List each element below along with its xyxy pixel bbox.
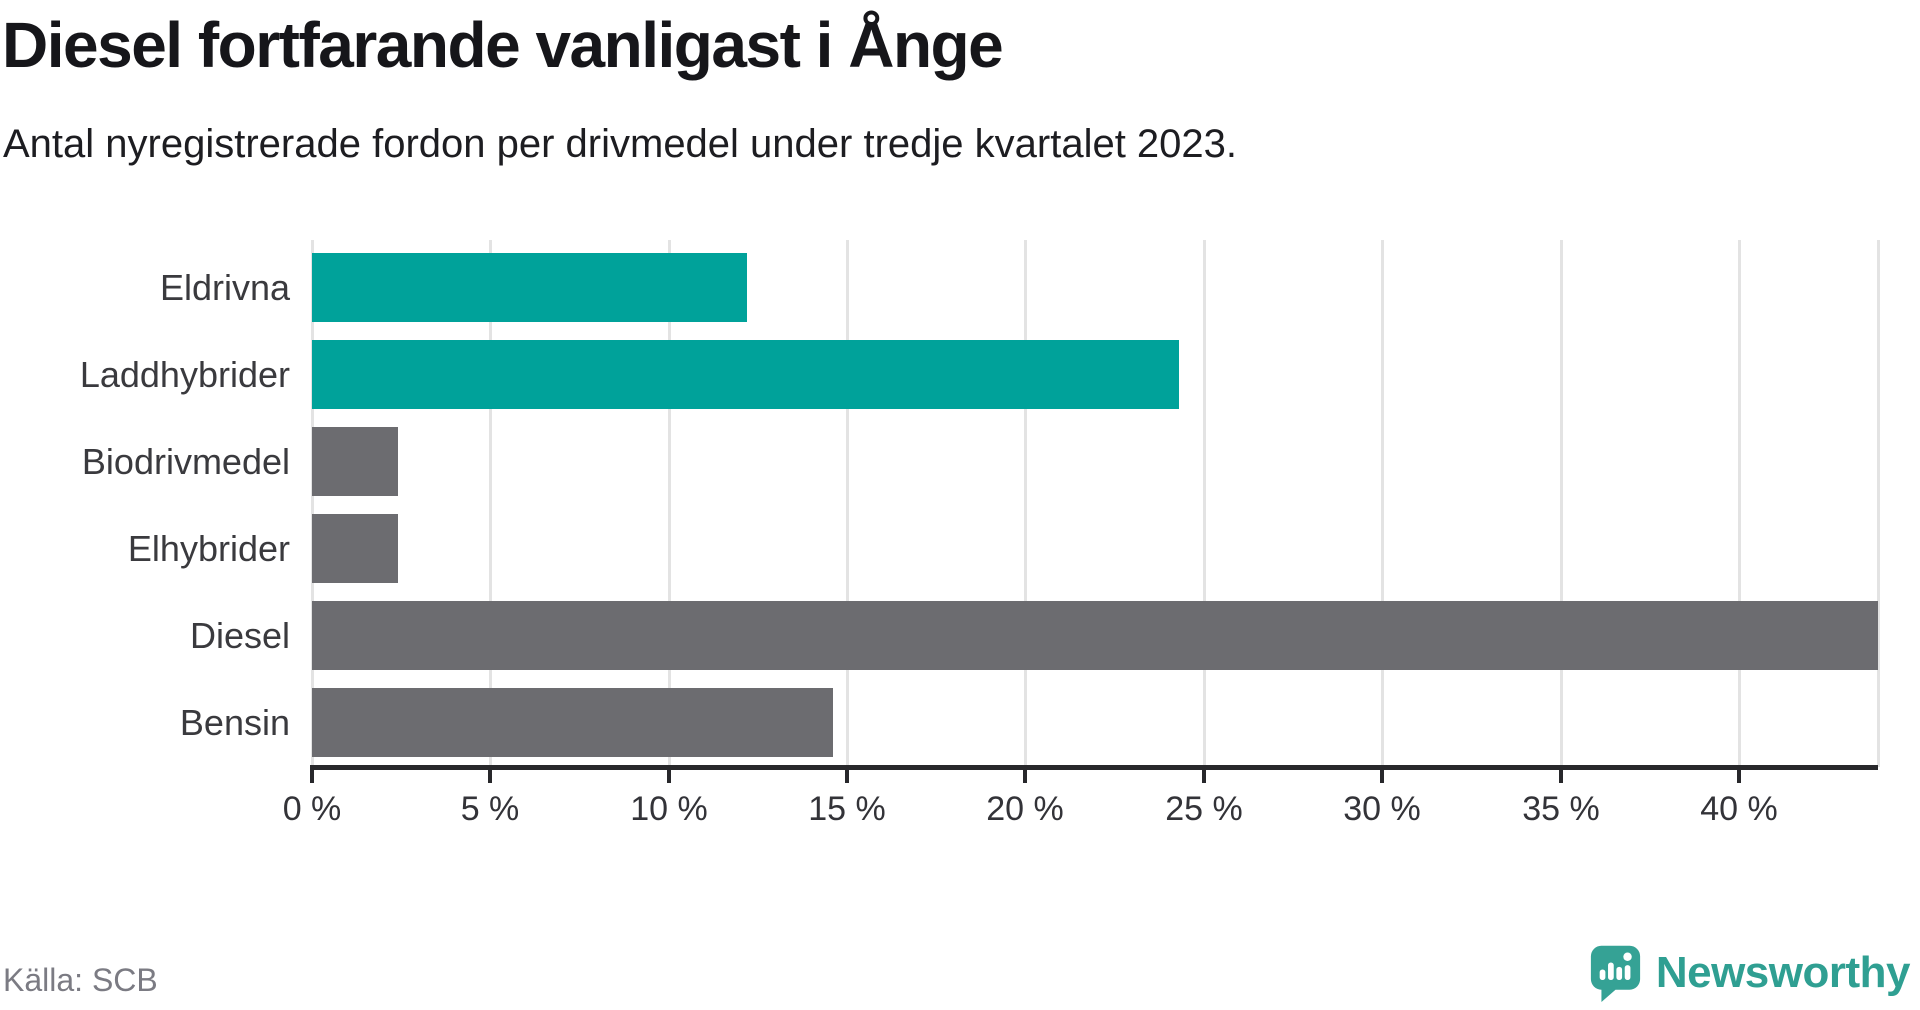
x-tick-label: 40 % bbox=[1700, 790, 1778, 828]
chart-subtitle: Antal nyregistrerade fordon per drivmede… bbox=[3, 122, 1238, 166]
x-axis-line bbox=[310, 765, 1878, 770]
source-note: Källa: SCB bbox=[3, 962, 158, 998]
gridline bbox=[1738, 240, 1741, 767]
x-tick-label: 35 % bbox=[1522, 790, 1600, 828]
x-tick-mark bbox=[1202, 770, 1206, 783]
x-tick-label: 15 % bbox=[808, 790, 886, 828]
brand-name: Newsworthy bbox=[1655, 948, 1911, 997]
category-label: Eldrivna bbox=[159, 266, 290, 308]
x-tick-mark bbox=[845, 770, 849, 783]
x-tick-mark bbox=[1380, 770, 1384, 783]
x-tick-label: 0 % bbox=[282, 790, 342, 828]
category-axis: Eldrivna Laddhybrider Biodrivmedel Elhybrid… bbox=[0, 240, 290, 767]
gridline bbox=[846, 240, 849, 767]
gridline bbox=[489, 240, 492, 767]
gridline bbox=[1203, 240, 1206, 767]
gridline bbox=[668, 240, 671, 767]
gridline bbox=[1381, 240, 1384, 767]
bar-eldrivna bbox=[312, 253, 747, 322]
x-tick-label: 30 % bbox=[1343, 790, 1421, 828]
x-tick-mark bbox=[488, 770, 492, 783]
plot-area bbox=[311, 240, 1880, 767]
x-tick-mark bbox=[1737, 770, 1741, 783]
category-label: Diesel bbox=[189, 614, 290, 656]
chart-title: Diesel fortfarande vanligast i Ånge bbox=[2, 9, 1004, 81]
x-tick-mark bbox=[1023, 770, 1027, 783]
brand-lockup: Newsworthy bbox=[1589, 944, 1911, 1002]
x-tick-label: 20 % bbox=[986, 790, 1064, 828]
category-label: Elhybrider bbox=[127, 527, 290, 569]
x-tick-mark bbox=[667, 770, 671, 783]
bar-bensin bbox=[312, 688, 833, 757]
bar-biodrivmedel bbox=[312, 427, 398, 496]
x-tick-mark bbox=[310, 770, 314, 783]
category-label: Laddhybrider bbox=[79, 353, 290, 395]
category-label: Biodrivmedel bbox=[81, 440, 290, 482]
bar-laddhybrider bbox=[312, 340, 1179, 409]
bar-elhybrider bbox=[312, 514, 398, 583]
gridline bbox=[1877, 240, 1880, 767]
bar-diesel bbox=[312, 601, 1878, 670]
x-tick-label: 25 % bbox=[1165, 790, 1243, 828]
gridline bbox=[1024, 240, 1027, 767]
x-tick-label: 5 % bbox=[460, 790, 520, 828]
x-axis: 0 % 5 % 10 % 15 % 20 % 25 % 30 % 35 % 40 % bbox=[283, 770, 1878, 840]
newsworthy-speech-bubble-chart-icon bbox=[1589, 944, 1642, 1002]
gridline bbox=[311, 240, 314, 767]
gridline bbox=[1560, 240, 1563, 767]
x-tick-label: 10 % bbox=[630, 790, 708, 828]
x-tick-mark bbox=[1559, 770, 1563, 783]
category-label: Bensin bbox=[179, 701, 290, 743]
